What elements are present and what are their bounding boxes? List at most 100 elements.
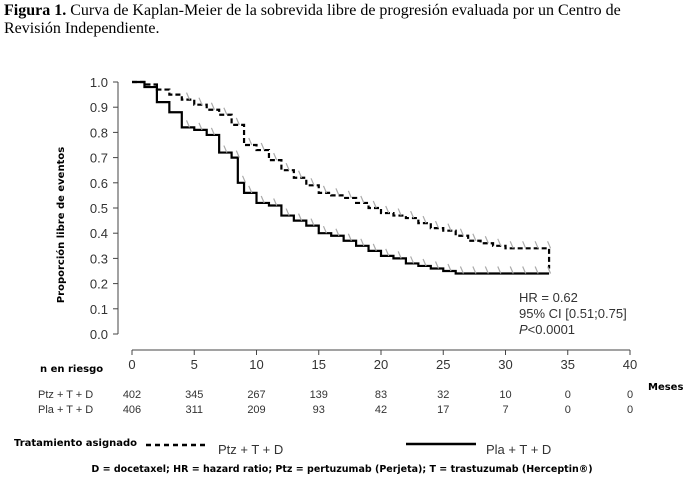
censor-mark	[273, 198, 278, 206]
censor-mark	[248, 137, 253, 146]
censor-mark	[410, 256, 415, 264]
figure-label: Figura 1.	[4, 2, 67, 19]
censor-mark	[260, 142, 265, 151]
censor-mark	[285, 208, 290, 216]
risk-cell: 83	[375, 389, 387, 401]
censor-mark	[484, 266, 489, 274]
censor-mark	[360, 238, 365, 247]
risk-cell: 42	[375, 404, 387, 416]
censor-mark	[534, 266, 539, 274]
y-tick-label: 0.6	[90, 176, 108, 191]
y-tick-label: 0.1	[90, 302, 108, 317]
risk-cell: 345	[185, 389, 203, 401]
y-tick-label: 0.2	[90, 277, 108, 292]
censor-mark	[310, 218, 315, 226]
censor-mark	[447, 223, 452, 231]
y-tick-label: 0.7	[90, 151, 108, 166]
censor-mark	[434, 220, 440, 229]
x-tick-label: 15	[312, 357, 326, 372]
y-tick-label: 1.0	[90, 75, 108, 90]
legend-label-pla: Pla + T + D	[486, 442, 551, 457]
series-line-pla	[132, 80, 550, 275]
censor-mark	[335, 228, 340, 236]
y-axis-label: Proporción libre de eventos	[55, 147, 67, 303]
risk-cell: 10	[499, 389, 511, 401]
legend-entry-ptz: Ptz + T + D	[146, 442, 283, 457]
censor-mark	[472, 266, 477, 274]
risk-cell: 0	[565, 389, 571, 401]
risk-cell: 0	[565, 404, 571, 416]
censor-mark	[241, 175, 247, 184]
censor-mark	[497, 266, 502, 274]
censor-mark	[285, 162, 290, 171]
censor-mark	[235, 117, 240, 126]
censor-mark	[497, 238, 502, 247]
x-tick-label: 10	[249, 357, 263, 372]
censor-mark	[347, 233, 352, 241]
risk-cell: 0	[627, 389, 633, 401]
x-axis-label: Meses	[648, 382, 683, 393]
risk-cell: 209	[247, 404, 265, 416]
risk-cell: 93	[313, 404, 325, 416]
censor-mark	[198, 122, 203, 131]
censor-mark	[185, 120, 191, 128]
chart-censor-marks	[185, 92, 552, 274]
censor-mark	[248, 185, 253, 194]
y-tick-label: 0.9	[90, 100, 108, 115]
risk-row-label: Pla + T + D	[38, 404, 93, 416]
risk-cell: 32	[437, 389, 449, 401]
censor-mark	[310, 178, 315, 186]
censor-mark	[434, 261, 440, 269]
censor-mark	[472, 233, 477, 241]
censor-mark	[509, 266, 514, 274]
p-annotation: P<0.0001	[519, 322, 575, 337]
footnote: D = docetaxel; HR = hazard ratio; Ptz = …	[91, 464, 593, 475]
censor-mark	[397, 208, 402, 216]
x-tick-label: 5	[191, 357, 198, 372]
censor-mark	[447, 263, 452, 272]
series-line-ptz	[132, 80, 551, 269]
censor-mark	[422, 215, 427, 224]
risk-cell: 311	[185, 404, 203, 416]
legend-title: Tratamiento asignado	[14, 438, 137, 449]
censor-mark	[534, 241, 539, 249]
x-tick-label: 40	[623, 357, 637, 372]
x-tick-label: 0	[128, 357, 135, 372]
censor-mark	[298, 213, 303, 221]
censor-mark	[372, 200, 377, 209]
censor-mark	[522, 266, 527, 274]
y-tick-label: 0.5	[90, 201, 108, 216]
censor-mark	[410, 210, 415, 219]
y-tick-label: 0.3	[90, 251, 108, 266]
y-tick-label: 0.0	[90, 327, 108, 342]
risk-table-title: n en riesgo	[40, 364, 103, 375]
censor-mark	[198, 97, 203, 105]
legend-label-ptz: Ptz + T + D	[218, 442, 283, 457]
risk-cell: 139	[310, 389, 328, 401]
legend-entry-pla: Pla + T + D	[406, 442, 551, 457]
censor-mark	[547, 266, 552, 274]
hr-annotation: HR = 0.62	[519, 290, 578, 305]
risk-row-label: Ptz + T + D	[38, 389, 93, 401]
risk-cell: 17	[437, 404, 449, 416]
risk-cell: 402	[123, 389, 141, 401]
censor-mark	[273, 152, 278, 161]
censor-mark	[298, 170, 303, 178]
p-symbol: P	[519, 322, 528, 337]
censor-mark	[210, 102, 215, 110]
censor-mark	[385, 248, 390, 257]
censor-mark	[547, 241, 552, 249]
censor-mark	[223, 107, 228, 115]
risk-cell: 7	[502, 404, 508, 416]
censor-mark	[385, 205, 390, 214]
censor-mark	[522, 241, 527, 249]
censor-mark	[360, 195, 365, 204]
y-tick-label: 0.8	[90, 125, 108, 140]
x-tick-label: 35	[561, 357, 575, 372]
censor-mark	[459, 266, 464, 274]
figure-caption: Figura 1. Curva de Kaplan-Meier de la so…	[4, 2, 680, 38]
censor-mark	[422, 258, 427, 267]
censor-mark	[235, 150, 240, 158]
censor-mark	[335, 188, 340, 196]
y-tick-label: 0.4	[90, 226, 108, 241]
